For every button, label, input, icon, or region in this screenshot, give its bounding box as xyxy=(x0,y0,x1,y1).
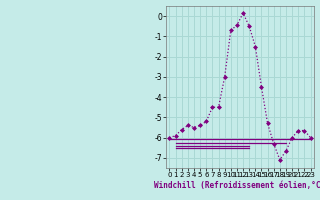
X-axis label: Windchill (Refroidissement éolien,°C): Windchill (Refroidissement éolien,°C) xyxy=(155,181,320,190)
